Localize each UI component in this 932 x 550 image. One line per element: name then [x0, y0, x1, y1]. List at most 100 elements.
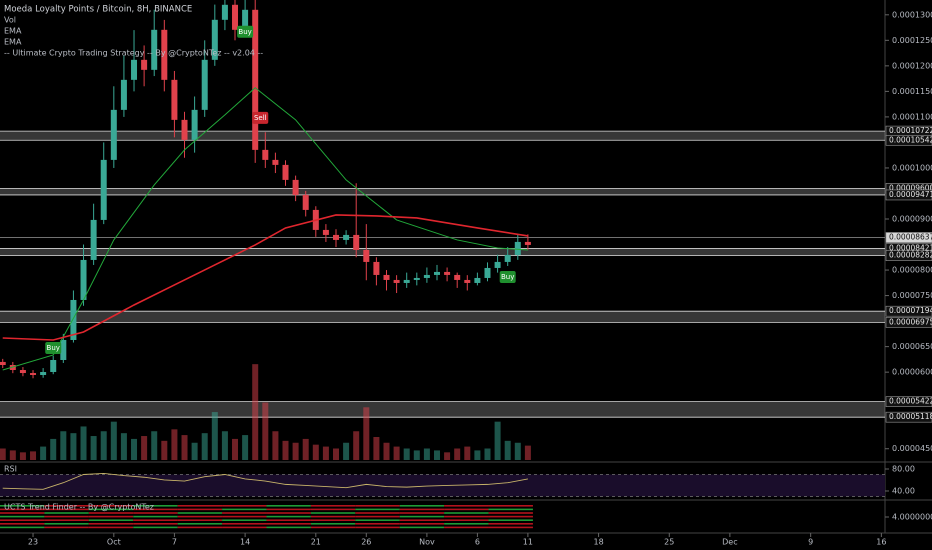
zone — [0, 311, 885, 323]
trend-stripe — [177, 526, 223, 529]
y-tick-label: 0.00006000 — [892, 368, 932, 377]
candle-body — [161, 29, 168, 80]
trend-stripe — [0, 512, 45, 514]
panel-title: UCTS Trend Finder -- By @CryptoNTez — [4, 503, 154, 512]
signal-label: Buy — [501, 273, 514, 281]
trend-stripe — [88, 505, 134, 507]
volume-bar — [514, 442, 521, 460]
price-tag — [885, 250, 932, 261]
x-tick-label: Dec — [722, 538, 737, 547]
trend-stripe — [444, 515, 489, 518]
trend-stripe — [266, 508, 311, 511]
trend-stripe — [0, 519, 45, 521]
volume-bar — [232, 438, 239, 460]
trend-stripe — [88, 515, 134, 518]
volume-bar — [494, 421, 501, 460]
volume-bar — [444, 452, 451, 460]
candle-body — [90, 219, 97, 260]
trend-stripe — [44, 523, 89, 525]
candle-body — [0, 361, 6, 366]
candle-body — [181, 119, 188, 140]
candle-body — [60, 339, 67, 361]
y-tick-label: 40.00 — [892, 486, 915, 495]
candle-body — [484, 267, 491, 278]
volume-bar — [40, 446, 47, 460]
trend-stripe — [88, 526, 134, 529]
trend-stripe — [0, 505, 45, 507]
candle-body — [403, 279, 410, 283]
price-tag-label: 0.00008637 — [889, 233, 932, 242]
trend-stripe — [177, 523, 223, 525]
volume-bar — [504, 440, 511, 460]
trend-stripe — [355, 519, 400, 521]
candle-body — [141, 59, 148, 70]
trend-stripe — [355, 515, 400, 518]
trend-stripe — [310, 523, 356, 525]
candle-body — [433, 271, 440, 275]
trend-stripe — [310, 515, 356, 518]
volume-bar — [211, 412, 218, 460]
trend-stripe — [399, 505, 445, 507]
trend-stripe — [222, 515, 267, 518]
price-tag — [885, 396, 932, 407]
x-tick-label: 6 — [475, 538, 480, 547]
price-tag-label: 0.00007194 — [889, 306, 932, 315]
candle-body — [151, 29, 158, 70]
trend-stripe — [310, 526, 356, 529]
legend-entry: EMA — [4, 27, 22, 36]
trend-stripe — [488, 505, 533, 507]
y-tick-label: 0.00004500 — [892, 444, 932, 453]
ema-line — [2, 87, 528, 371]
candle-body — [373, 261, 380, 275]
volume-bar — [201, 433, 208, 460]
y-tick-label: 0.00008000 — [892, 266, 932, 275]
trend-stripe — [488, 523, 533, 525]
candle-body — [333, 234, 340, 240]
volume-bar — [353, 431, 360, 460]
signal-box — [252, 111, 269, 124]
trend-stripe — [44, 512, 89, 514]
price-tag — [885, 411, 932, 423]
candle-body — [282, 164, 289, 180]
trend-stripe — [355, 512, 400, 514]
y-tick-label: 0.00007500 — [892, 291, 932, 300]
volume-bar — [393, 446, 400, 460]
trend-stripe — [0, 523, 45, 525]
volume-bar — [110, 421, 117, 460]
trend-stripe — [133, 512, 178, 514]
trend-stripe — [488, 526, 533, 529]
volume-bar — [423, 448, 430, 460]
signal-box — [499, 270, 516, 283]
trend-stripe — [444, 512, 489, 514]
candle-body — [444, 271, 451, 275]
signal-label: Buy — [238, 28, 251, 36]
trend-stripe — [177, 508, 223, 511]
volume-bar — [141, 436, 148, 460]
volume-bar — [70, 433, 77, 460]
candle-body — [504, 254, 511, 262]
ema-line — [2, 214, 529, 341]
candle-body — [343, 234, 350, 240]
candle-body — [50, 360, 57, 372]
candle-body — [221, 4, 228, 20]
volume-bar — [90, 436, 97, 460]
candle-body — [191, 109, 198, 140]
price-tag — [885, 232, 932, 243]
y-tick-label: 4.00000000 — [892, 513, 932, 522]
volume-bar — [454, 448, 461, 460]
y-tick-label: 0.00010000 — [892, 163, 932, 172]
volume-bar — [333, 448, 340, 460]
volume-bar — [80, 426, 87, 460]
volume-bar — [171, 429, 178, 460]
trend-stripe — [0, 508, 45, 511]
trend-stripe — [88, 508, 134, 511]
price-tag — [885, 189, 932, 201]
volume-bar — [312, 444, 319, 460]
candle-body — [120, 79, 127, 110]
trend-stripe — [310, 505, 356, 507]
volume-bar — [100, 431, 107, 460]
trend-stripe — [399, 523, 445, 525]
price-tag-label: 0.00009471 — [889, 190, 932, 199]
signal-box — [45, 342, 62, 355]
